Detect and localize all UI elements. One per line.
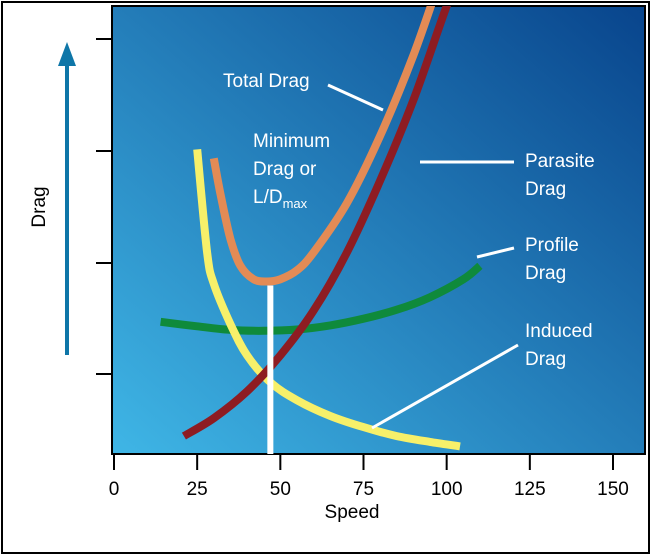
parasite-drag-label-line2: Drag xyxy=(525,179,566,200)
y-axis-label: Drag xyxy=(29,186,50,227)
total-drag-label: Total Drag xyxy=(223,71,310,92)
x-tick-label: 100 xyxy=(431,479,463,500)
induced-drag-label-line2: Drag xyxy=(525,349,566,370)
profile-drag-curve xyxy=(160,262,483,335)
parasite-drag-label-line1: Parasite xyxy=(525,151,595,172)
ld-text: L/D xyxy=(253,187,283,208)
x-tick-label: 25 xyxy=(187,479,208,500)
x-tick-label: 0 xyxy=(109,479,120,500)
induced-drag-leader xyxy=(371,343,519,430)
x-tick-label: 125 xyxy=(514,479,546,500)
x-axis-label: Speed xyxy=(325,502,380,523)
induced-drag-curve xyxy=(193,149,461,451)
plot-area xyxy=(111,5,646,455)
profile-drag-leader xyxy=(476,246,515,259)
parasite-drag-curve xyxy=(181,6,451,440)
minimum-drag-label-line3: L/Dmax xyxy=(253,187,308,211)
annotation-leaders xyxy=(327,83,519,430)
total-drag-curve xyxy=(209,6,436,286)
y-axis-ticks xyxy=(96,38,112,375)
x-tick-label: 75 xyxy=(353,479,374,500)
x-tick-label: 150 xyxy=(597,479,629,500)
ld-subscript: max xyxy=(283,196,308,211)
drag-arrow-icon xyxy=(58,42,76,355)
x-tick-label: 50 xyxy=(270,479,291,500)
minimum-drag-label-line2: Drag or xyxy=(253,159,317,180)
x-axis: 0 25 50 75 100 125 150 xyxy=(109,454,629,500)
induced-drag-label-line1: Induced xyxy=(525,321,593,342)
minimum-drag-label-line1: Minimum xyxy=(253,131,330,152)
total-drag-leader xyxy=(327,83,384,112)
drag-curves xyxy=(160,6,483,451)
profile-drag-label-line1: Profile xyxy=(525,235,579,256)
profile-drag-label-line2: Drag xyxy=(525,263,566,284)
